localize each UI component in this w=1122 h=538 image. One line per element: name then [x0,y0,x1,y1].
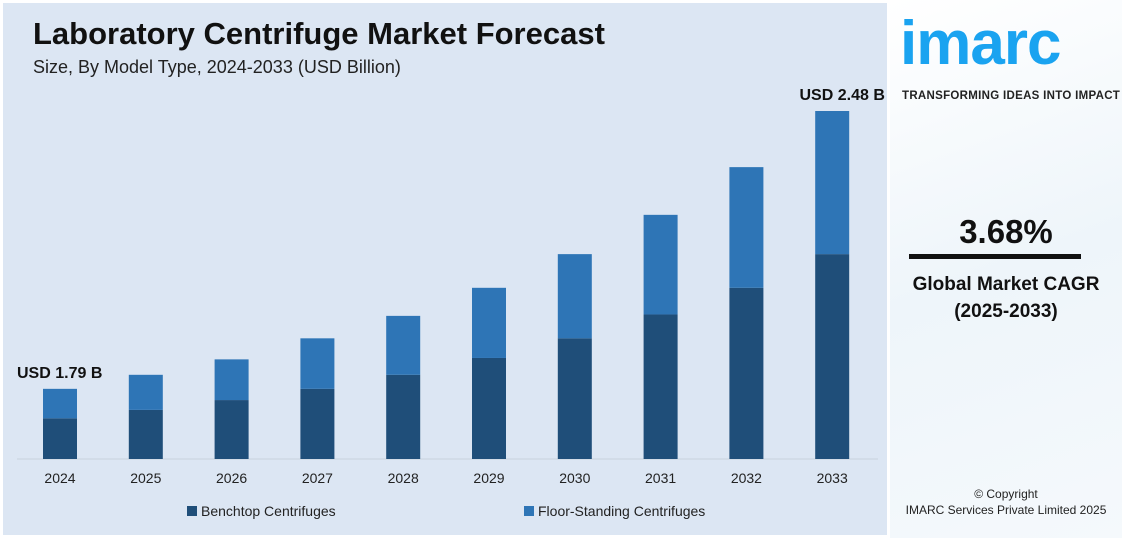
x-tick-label: 2030 [559,470,590,486]
x-tick-label: 2031 [645,470,676,486]
tagline: TRANSFORMING IDEAS INTO IMPACT [902,90,1121,102]
bar-2032-benchtop [729,287,764,459]
copyright: © Copyright IMARC Services Private Limit… [890,486,1122,518]
cagr-value: 3.68% [959,213,1053,250]
bar-2024-benchtop [43,418,77,459]
bar-2033-benchtop [815,254,850,459]
bar-2031-benchtop [643,314,678,459]
legend-swatch [524,506,534,516]
bar-2028-floor-standing [386,315,421,375]
bar-2025-floor-standing [128,374,163,410]
company-name: IMARC Services Private Limited 2025 [905,503,1107,517]
stacked-bar-chart: 2024 USD 1.79 B 2025 2026 2027 2028 2029 2030 20… [17,87,885,486]
total-annotation: USD 2.48 B [800,87,885,104]
x-tick-label: 2025 [130,470,161,486]
bar-2030-benchtop [557,338,592,459]
total-annotation: USD 1.79 B [17,365,102,382]
imarc-logo: imarc [900,9,1061,78]
chart-subtitle: Size, By Model Type, 2024-2033 (USD Bill… [33,57,401,77]
x-tick-label: 2024 [44,470,75,486]
bar-2027-benchtop [300,388,335,459]
cagr-period: (2025-2033) [954,301,1058,322]
bar-2030-floor-standing [557,254,592,339]
legend-item-benchtop: Benchtop Centrifuges [187,503,336,519]
cagr-label: Global Market CAGR (2025-2033) [890,271,1122,325]
bar-2028-benchtop [386,374,421,459]
x-tick-label: 2026 [216,470,247,486]
cagr-label-text: Global Market CAGR [912,274,1100,295]
chart-title: Laboratory Centrifuge Market Forecast [33,16,605,51]
x-tick-label: 2033 [817,470,848,486]
legend-label: Floor-Standing Centrifuges [538,503,706,519]
bar-2026-floor-standing [214,359,249,401]
x-tick-label: 2027 [302,470,333,486]
bar-2029-floor-standing [472,287,506,358]
copyright-text: © Copyright [974,487,1038,501]
x-tick-label: 2029 [473,470,504,486]
bar-2026-benchtop [214,400,249,459]
bar-2024-floor-standing [43,388,77,419]
bar-2025-benchtop [128,409,163,459]
legend-swatch [187,506,197,516]
legend-label: Benchtop Centrifuges [201,503,336,519]
bar-2031-floor-standing [643,214,678,315]
x-tick-label: 2032 [731,470,762,486]
x-tick-label: 2028 [388,470,419,486]
info-sidebar: imarc TRANSFORMING IDEAS INTO IMPACT 3.6… [890,0,1122,538]
bar-2029-benchtop [472,357,506,459]
bar-2033-floor-standing [815,111,850,255]
bar-2027-floor-standing [300,338,335,389]
bar-2032-floor-standing [729,167,764,288]
divider [909,254,1081,259]
legend-item-floor-standing: Floor-Standing Centrifuges [524,503,705,519]
